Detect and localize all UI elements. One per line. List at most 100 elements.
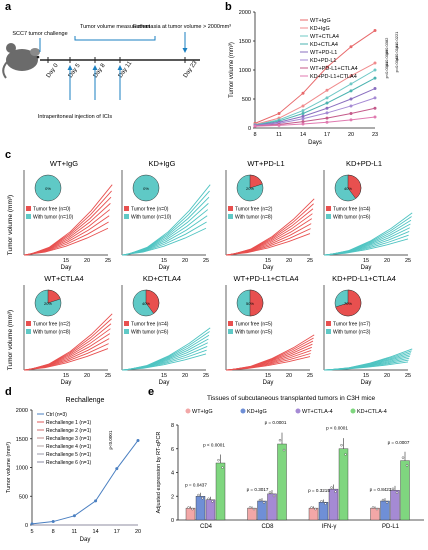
x-tick-label: 25 bbox=[405, 373, 411, 379]
subplot-7: KD+PD-L1+CTLA4 15 20 25 Day 70% Tumor free (n=… bbox=[323, 274, 413, 386]
replicate-dot bbox=[207, 497, 210, 501]
bar bbox=[400, 460, 410, 521]
y-axis-label: Tumor volume (mm³) bbox=[6, 442, 12, 493]
legend-free-label: Tumor free (n=0) bbox=[33, 207, 71, 213]
panel-letter-b: b bbox=[225, 1, 232, 13]
replicate-dot bbox=[381, 498, 385, 502]
legend-label: Rechallenge 1 (n=1) bbox=[46, 420, 92, 426]
y-tick-label: 2 bbox=[171, 494, 174, 500]
x-axis-label: Day bbox=[361, 380, 372, 386]
replicate-dot bbox=[395, 491, 399, 494]
legend-with-swatch bbox=[228, 214, 233, 219]
x-tick-label: 14 bbox=[300, 132, 306, 138]
chart-title: Rechallenge bbox=[66, 397, 105, 404]
p-value-label: p<0.0001 bbox=[108, 430, 113, 449]
replicate-dot bbox=[320, 500, 323, 503]
mouse-curve bbox=[227, 218, 313, 256]
y-axis-label: Adjusted expression by RT-qPCR bbox=[156, 432, 162, 514]
replicate-dot bbox=[371, 506, 375, 509]
data-point bbox=[373, 61, 377, 65]
data-point bbox=[325, 88, 329, 92]
legend-label: WT+PD-L1+CTLA4 bbox=[310, 66, 358, 72]
x-tick-label: CD8 bbox=[261, 524, 274, 530]
mouse-curve bbox=[225, 233, 311, 256]
mouse-curve bbox=[328, 348, 413, 371]
legend-free-swatch bbox=[228, 206, 233, 211]
x-tick-label: 5 bbox=[30, 529, 33, 535]
data-point bbox=[325, 96, 329, 100]
bar bbox=[370, 507, 380, 521]
challenge-label: SCC7 tumor challenge bbox=[12, 31, 67, 37]
replicate-dot bbox=[282, 448, 286, 452]
data-point bbox=[30, 522, 34, 526]
y-tick-label: 1500 bbox=[239, 39, 251, 45]
legend-label: Rechallenge 2 (n=1) bbox=[46, 428, 92, 434]
mouse-curve bbox=[28, 313, 113, 371]
replicate-dot bbox=[272, 494, 276, 498]
x-axis-label: Day bbox=[361, 265, 372, 271]
subplot-title: WT+IgG bbox=[50, 159, 78, 168]
replicate-dot bbox=[201, 496, 204, 500]
series-line bbox=[254, 116, 376, 127]
series-line bbox=[254, 88, 376, 126]
p-value-label: p=0.0382 bbox=[384, 37, 389, 55]
legend-label: KD+CTLA4 bbox=[310, 42, 338, 48]
mouse-curve bbox=[23, 227, 109, 256]
mouse-curve bbox=[227, 346, 312, 371]
pie-pct-label: 0% bbox=[143, 186, 149, 191]
legend-label: WT+CTLA-4 bbox=[302, 409, 333, 415]
legend-label: Ctrl (n=3) bbox=[46, 412, 67, 418]
y-tick-label: 0 bbox=[248, 126, 251, 132]
legend-label: Rechallenge 6 (n=1) bbox=[46, 460, 92, 466]
subplot-2: WT+PD-L1 15 20 25 Day 20% Tumor free (n=2) With… bbox=[225, 159, 315, 271]
p-value-label: p = 0.0007 bbox=[388, 440, 410, 445]
legend-free-label: Tumor free (n=4) bbox=[333, 207, 371, 213]
mouse-curve bbox=[123, 342, 208, 371]
legend-label: WT+IgG bbox=[310, 18, 331, 24]
replicate-dot bbox=[197, 493, 200, 497]
series-line bbox=[254, 97, 376, 127]
legend-free-label: Tumor free (n=0) bbox=[131, 207, 169, 213]
legend-free-swatch bbox=[124, 321, 129, 326]
replicate-dot bbox=[334, 490, 337, 493]
y-tick-label: 6 bbox=[171, 447, 174, 453]
x-tick-label: 20 bbox=[384, 258, 390, 264]
mouse-curve bbox=[325, 227, 410, 256]
x-tick-label: 25 bbox=[405, 258, 411, 264]
legend-label: Rechallenge 3 (n=1) bbox=[46, 436, 92, 442]
x-axis-label: Day bbox=[159, 265, 170, 271]
replicate-dot bbox=[310, 506, 313, 509]
bar bbox=[267, 493, 277, 521]
data-point bbox=[373, 96, 377, 100]
legend-swatch bbox=[295, 408, 301, 414]
pie-pct-label: 0% bbox=[45, 186, 51, 191]
bar bbox=[205, 499, 216, 521]
bar bbox=[390, 490, 400, 521]
injection-arrowhead bbox=[67, 65, 73, 70]
legend-label: KD+CTLA-4 bbox=[357, 409, 387, 415]
legend-with-label: With tumor (n=8) bbox=[33, 330, 71, 336]
replicate-dot bbox=[324, 502, 327, 505]
data-point bbox=[301, 91, 305, 95]
p-value-label: p=0.0009 bbox=[384, 49, 389, 67]
x-axis-label: Days bbox=[308, 140, 322, 146]
replicate-dot bbox=[187, 506, 190, 509]
pie-pct-label: 50% bbox=[246, 301, 254, 306]
data-point bbox=[349, 118, 353, 122]
day-ticks: Day 0 Day 5 Day 8 Day 11 Day 23 bbox=[46, 32, 199, 100]
panel-c-grid: WT+IgG 15 20 25 Day 0% Tumor free (n=0) With tu… bbox=[7, 159, 413, 386]
data-point bbox=[325, 120, 329, 124]
replicate-dot bbox=[217, 458, 220, 462]
legend-free-swatch bbox=[326, 206, 331, 211]
legend-free-swatch bbox=[228, 321, 233, 326]
replicate-dot bbox=[405, 464, 409, 467]
pie-pct-label: 40% bbox=[344, 186, 352, 191]
legend-free-swatch bbox=[326, 321, 331, 326]
legend-free-swatch bbox=[26, 206, 31, 211]
pie-tumor-free bbox=[249, 289, 264, 317]
x-axis-label: Day bbox=[159, 380, 170, 386]
injection-label: Intraperitoneal injection of ICIs bbox=[38, 114, 113, 120]
replicate-dot bbox=[258, 498, 262, 502]
bar bbox=[277, 443, 287, 521]
